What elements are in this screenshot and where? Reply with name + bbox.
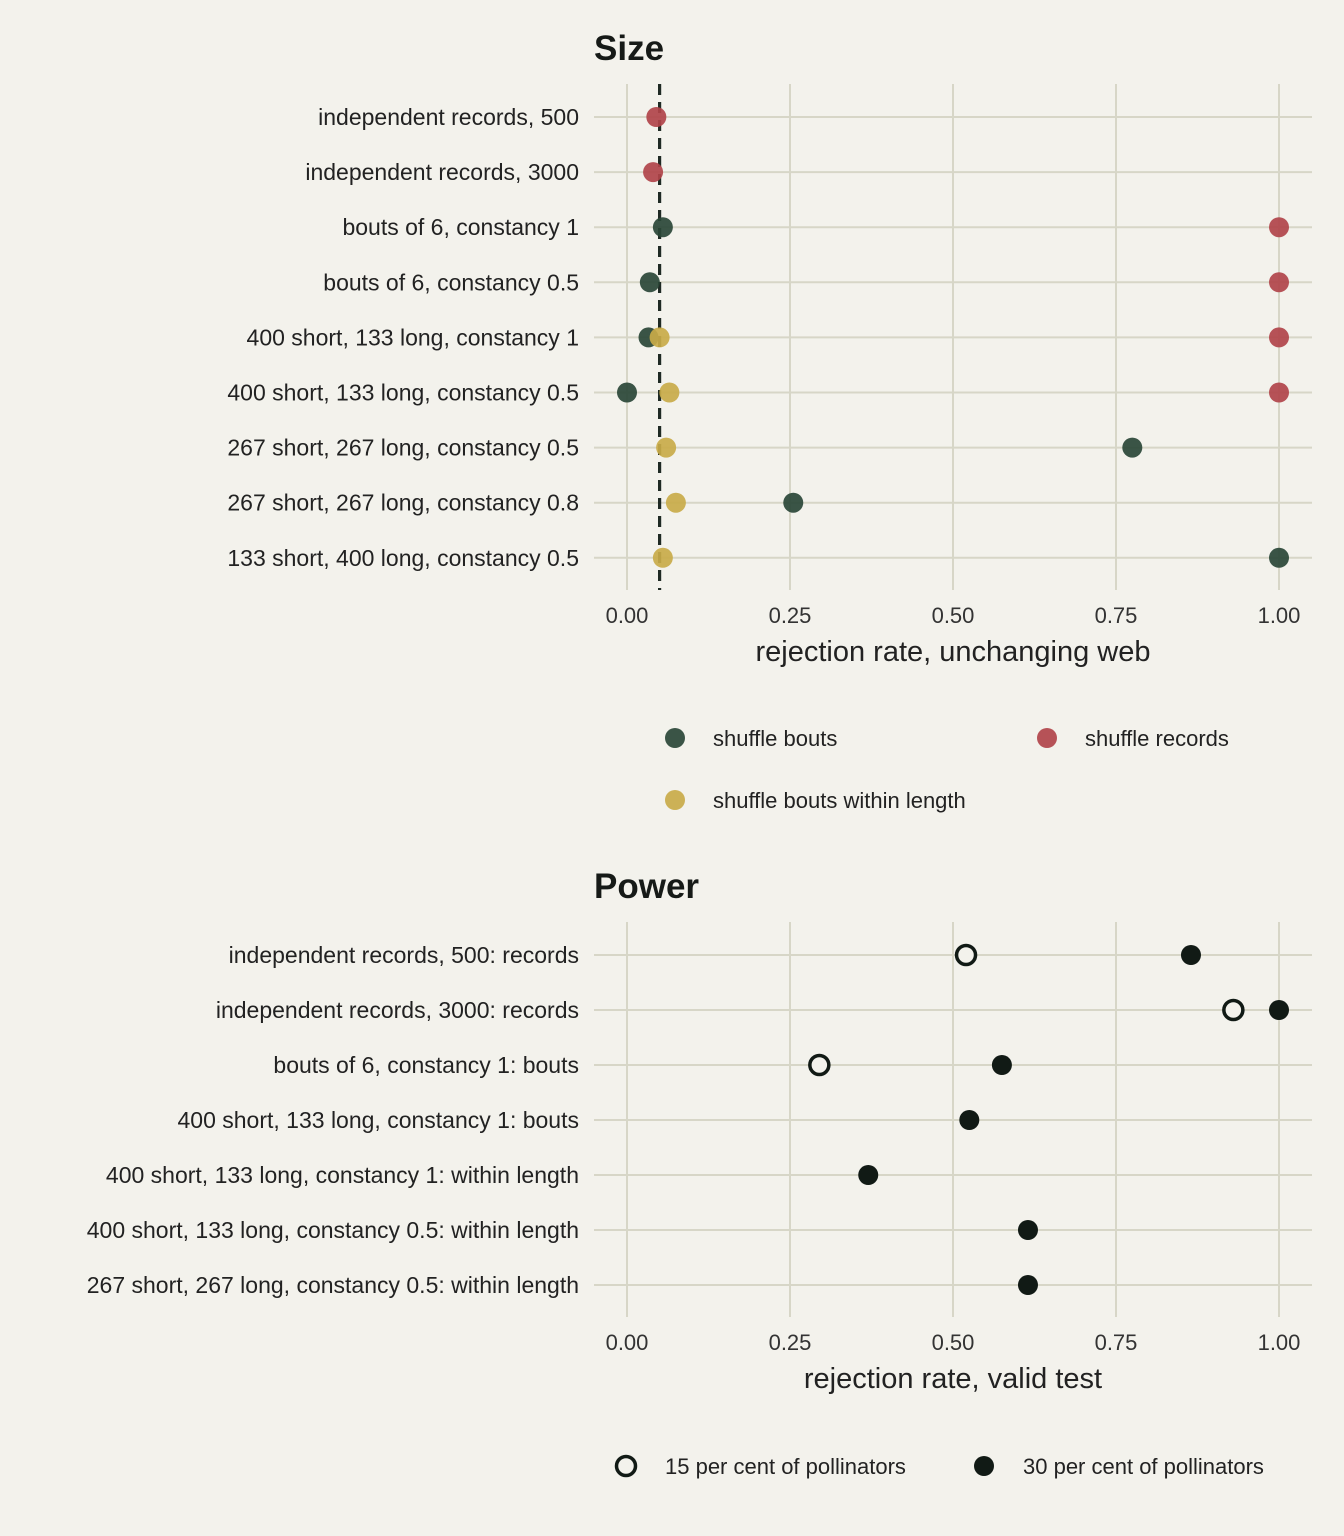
size-category-label: 400 short, 133 long, constancy 1 <box>247 324 579 350</box>
size-point-shuffle-bouts <box>652 217 673 238</box>
power-point-30-per-cent-of-pollinators <box>1269 1000 1289 1020</box>
power-gridlines <box>594 922 1312 1317</box>
size-x-axis-title: rejection rate, unchanging web <box>756 636 1151 668</box>
size-point-shuffle-records <box>646 107 667 127</box>
power-point-30-per-cent-of-pollinators <box>1017 1220 1038 1240</box>
power-x-tick-0-50: 0.50 <box>932 1330 975 1355</box>
size-point-shuffle-records <box>643 162 664 183</box>
power-category-label: 400 short, 133 long, constancy 0.5: with… <box>87 1217 579 1243</box>
power-point-30-per-cent-of-pollinators <box>1180 945 1201 965</box>
power-category-label: independent records, 3000: records <box>216 997 579 1023</box>
power-panel-title: Power <box>594 867 699 906</box>
size-legend-key-shuffle-records <box>1037 728 1057 748</box>
size-point-shuffle-bouts-within-length <box>656 437 677 458</box>
size-category-label: 400 short, 133 long, constancy 0.5 <box>227 380 579 406</box>
size-x-tick-0-00: 0.00 <box>606 603 649 628</box>
size-legend: shuffle bouts shuffle records shuffle bout… <box>665 726 1229 813</box>
power-category-label: 400 short, 133 long, constancy 1: within… <box>106 1162 579 1188</box>
power-legend-label-15-per-cent-of-pollinators: 15 per cent of pollinators <box>665 1454 906 1479</box>
power-point-30-per-cent-of-pollinators <box>858 1165 879 1185</box>
size-x-tick-0-25: 0.25 <box>769 603 812 628</box>
power-x-tick-0-25: 0.25 <box>769 1330 812 1355</box>
power-point-30-per-cent-of-pollinators <box>959 1110 980 1130</box>
size-point-shuffle-bouts <box>617 382 637 403</box>
power-x-tick-0-00: 0.00 <box>606 1330 649 1355</box>
size-legend-label-shuffle-bouts-within-length: shuffle bouts within length <box>713 788 966 813</box>
power-category-labels: independent records, 500: records indepen… <box>87 942 579 1298</box>
size-point-shuffle-records <box>1269 217 1289 238</box>
power-legend-key-15-per-cent-of-pollinators <box>614 1454 638 1478</box>
power-point-15-per-cent-of-pollinators <box>1222 998 1245 1022</box>
power-category-label: 267 short, 267 long, constancy 0.5: with… <box>87 1272 579 1298</box>
size-legend-label-shuffle-bouts: shuffle bouts <box>713 726 837 751</box>
size-legend-label-shuffle-records: shuffle records <box>1085 726 1229 751</box>
power-legend-label-30-per-cent-of-pollinators: 30 per cent of pollinators <box>1023 1454 1264 1479</box>
size-x-tick-1-00: 1.00 <box>1258 603 1301 628</box>
power-point-30-per-cent-of-pollinators <box>991 1055 1012 1075</box>
size-category-label: independent records, 3000 <box>305 159 579 185</box>
size-point-shuffle-bouts <box>639 272 660 293</box>
size-point-shuffle-bouts <box>1122 437 1143 458</box>
power-category-label: bouts of 6, constancy 1: bouts <box>273 1052 579 1078</box>
power-point-30-per-cent-of-pollinators <box>1017 1275 1038 1295</box>
size-point-shuffle-bouts-within-length <box>649 327 670 348</box>
power-legend-key-30-per-cent-of-pollinators <box>974 1456 994 1476</box>
size-x-tick-0-50: 0.50 <box>932 603 975 628</box>
size-point-shuffle-bouts-within-length <box>652 547 673 568</box>
size-legend-key-shuffle-bouts <box>665 728 685 748</box>
power-point-15-per-cent-of-pollinators <box>954 943 978 967</box>
power-x-axis-title: rejection rate, valid test <box>804 1363 1102 1395</box>
size-panel-title: Size <box>594 29 664 68</box>
power-x-tick-labels: 0.00 0.25 0.50 0.75 1.00 <box>606 1330 1301 1355</box>
size-category-label: bouts of 6, constancy 1 <box>342 214 579 240</box>
size-legend-key-shuffle-bouts-within-length <box>665 790 685 810</box>
size-x-tick-0-75: 0.75 <box>1095 603 1138 628</box>
power-x-tick-1-00: 1.00 <box>1258 1330 1301 1355</box>
power-category-label: 400 short, 133 long, constancy 1: bouts <box>178 1107 580 1133</box>
size-category-label: 133 short, 400 long, constancy 0.5 <box>227 545 579 571</box>
size-point-shuffle-bouts <box>783 492 804 513</box>
size-category-label: 267 short, 267 long, constancy 0.5 <box>227 435 579 461</box>
power-x-tick-0-75: 0.75 <box>1095 1330 1138 1355</box>
size-point-shuffle-bouts-within-length <box>665 492 686 513</box>
size-point-shuffle-bouts <box>1269 547 1289 568</box>
power-category-label: independent records, 500: records <box>229 942 579 968</box>
size-panel: Size independent records, 500independent… <box>227 29 1312 813</box>
size-gridlines <box>594 84 1312 590</box>
power-legend: 15 per cent of pollinators 30 per cent of… <box>614 1454 1264 1479</box>
size-data-points <box>617 107 1289 568</box>
power-point-15-per-cent-of-pollinators <box>808 1053 831 1077</box>
size-point-shuffle-records <box>1269 272 1289 293</box>
size-category-label: bouts of 6, constancy 0.5 <box>323 269 579 295</box>
power-data-points <box>808 943 1289 1295</box>
size-x-tick-labels: 0.00 0.25 0.50 0.75 1.00 <box>606 603 1301 628</box>
size-point-shuffle-bouts-within-length <box>659 382 680 403</box>
size-category-label: independent records, 500 <box>318 104 579 130</box>
power-panel: Power independent records, 500: recordsi… <box>87 867 1312 1479</box>
size-category-label: 267 short, 267 long, constancy 0.8 <box>227 490 579 516</box>
size-point-shuffle-records <box>1269 327 1289 348</box>
size-point-shuffle-records <box>1269 382 1289 403</box>
size-category-labels: independent records, 500 independent reco… <box>227 104 579 571</box>
